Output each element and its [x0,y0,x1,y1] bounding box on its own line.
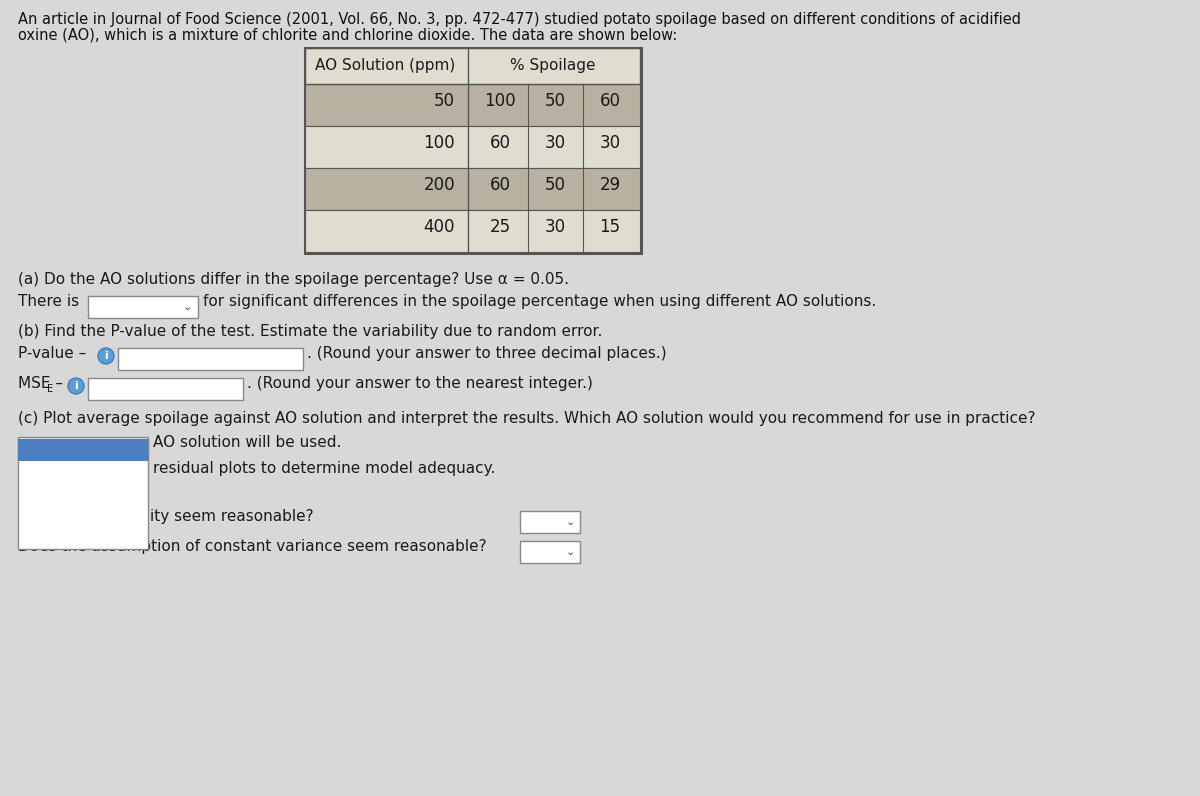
Text: ⌄: ⌄ [182,302,192,312]
Text: (a) Do the AO solutions differ in the spoilage percentage? Use α = 0.05.: (a) Do the AO solutions differ in the sp… [18,272,569,287]
Text: 60: 60 [490,134,510,152]
Bar [88,378,242,400]
Text: P-value –: P-value – [18,346,86,361]
Text: % Spoilage: % Spoilage [510,58,595,73]
Text: 60: 60 [600,92,620,110]
Text: for significant differences in the spoilage percentage when using different AO s: for significant differences in the spoil… [203,294,876,309]
Text: AO solution will be used.: AO solution will be used. [154,435,341,450]
Text: ⌄: ⌄ [133,443,143,453]
Bar [18,437,148,459]
Text: . (Round your answer to the nearest integer.): . (Round your answer to the nearest inte… [247,376,593,391]
Text: 200: 200 [424,176,455,194]
Text: 100 ppm: 100 ppm [23,527,85,541]
Text: 400 ppm: 400 ppm [23,461,85,475]
Text: oxine (AO), which is a mixture of chlorite and chlorine dioxide. The data are sh: oxine (AO), which is a mixture of chlori… [18,28,677,43]
Text: Does the assumption of constant variance seem reasonable?: Does the assumption of constant variance… [18,539,487,554]
Text: 50: 50 [434,92,455,110]
Text: 200 ppm: 200 ppm [23,505,85,519]
Text: (c) Plot average spoilage against AO solution and interpret the results. Which A: (c) Plot average spoilage against AO sol… [18,411,1036,426]
Bar [118,348,302,370]
Text: 30: 30 [545,218,565,236]
Bar [305,210,640,252]
Text: 29: 29 [600,176,620,194]
Bar [305,48,642,254]
Text: 25: 25 [490,218,510,236]
Text: i: i [74,381,78,391]
Text: An article in Journal of Food Science (2001, Vol. 66, No. 3, pp. 472-477) studie: An article in Journal of Food Science (2… [18,12,1021,27]
Bar [520,541,580,563]
Text: 60: 60 [490,176,510,194]
Text: MSE –: MSE – [18,376,64,391]
Bar [305,126,640,168]
Text: 100: 100 [424,134,455,152]
Text: 30: 30 [545,134,565,152]
Text: mption of normality seem reasonable?: mption of normality seem reasonable? [18,509,313,524]
Text: i: i [104,351,108,361]
Text: There is: There is [18,294,79,309]
Bar [18,439,148,461]
Bar [305,168,640,210]
Bar [88,296,198,318]
Text: 15: 15 [600,218,620,236]
Text: 30: 30 [600,134,620,152]
Text: AO Solution (ppm): AO Solution (ppm) [314,58,455,73]
Bar [305,48,640,84]
Text: 50 ppm: 50 ppm [23,483,76,497]
Text: (b) Find the P-value of the test. Estimate the variability due to random error.: (b) Find the P-value of the test. Estima… [18,324,602,339]
Text: 400: 400 [424,218,455,236]
Text: E: E [47,384,53,394]
Circle shape [68,378,84,394]
Text: 100: 100 [484,92,516,110]
Text: 50: 50 [545,176,565,194]
Bar [520,511,580,533]
Bar [305,84,640,126]
Circle shape [98,348,114,364]
Text: ⌄: ⌄ [565,517,575,527]
Text: residual plots to determine model adequacy.: residual plots to determine model adequa… [154,461,496,476]
Text: 50: 50 [545,92,565,110]
Text: . (Round your answer to three decimal places.): . (Round your answer to three decimal pl… [307,346,667,361]
Text: ⌄: ⌄ [565,547,575,557]
Bar [18,439,148,549]
